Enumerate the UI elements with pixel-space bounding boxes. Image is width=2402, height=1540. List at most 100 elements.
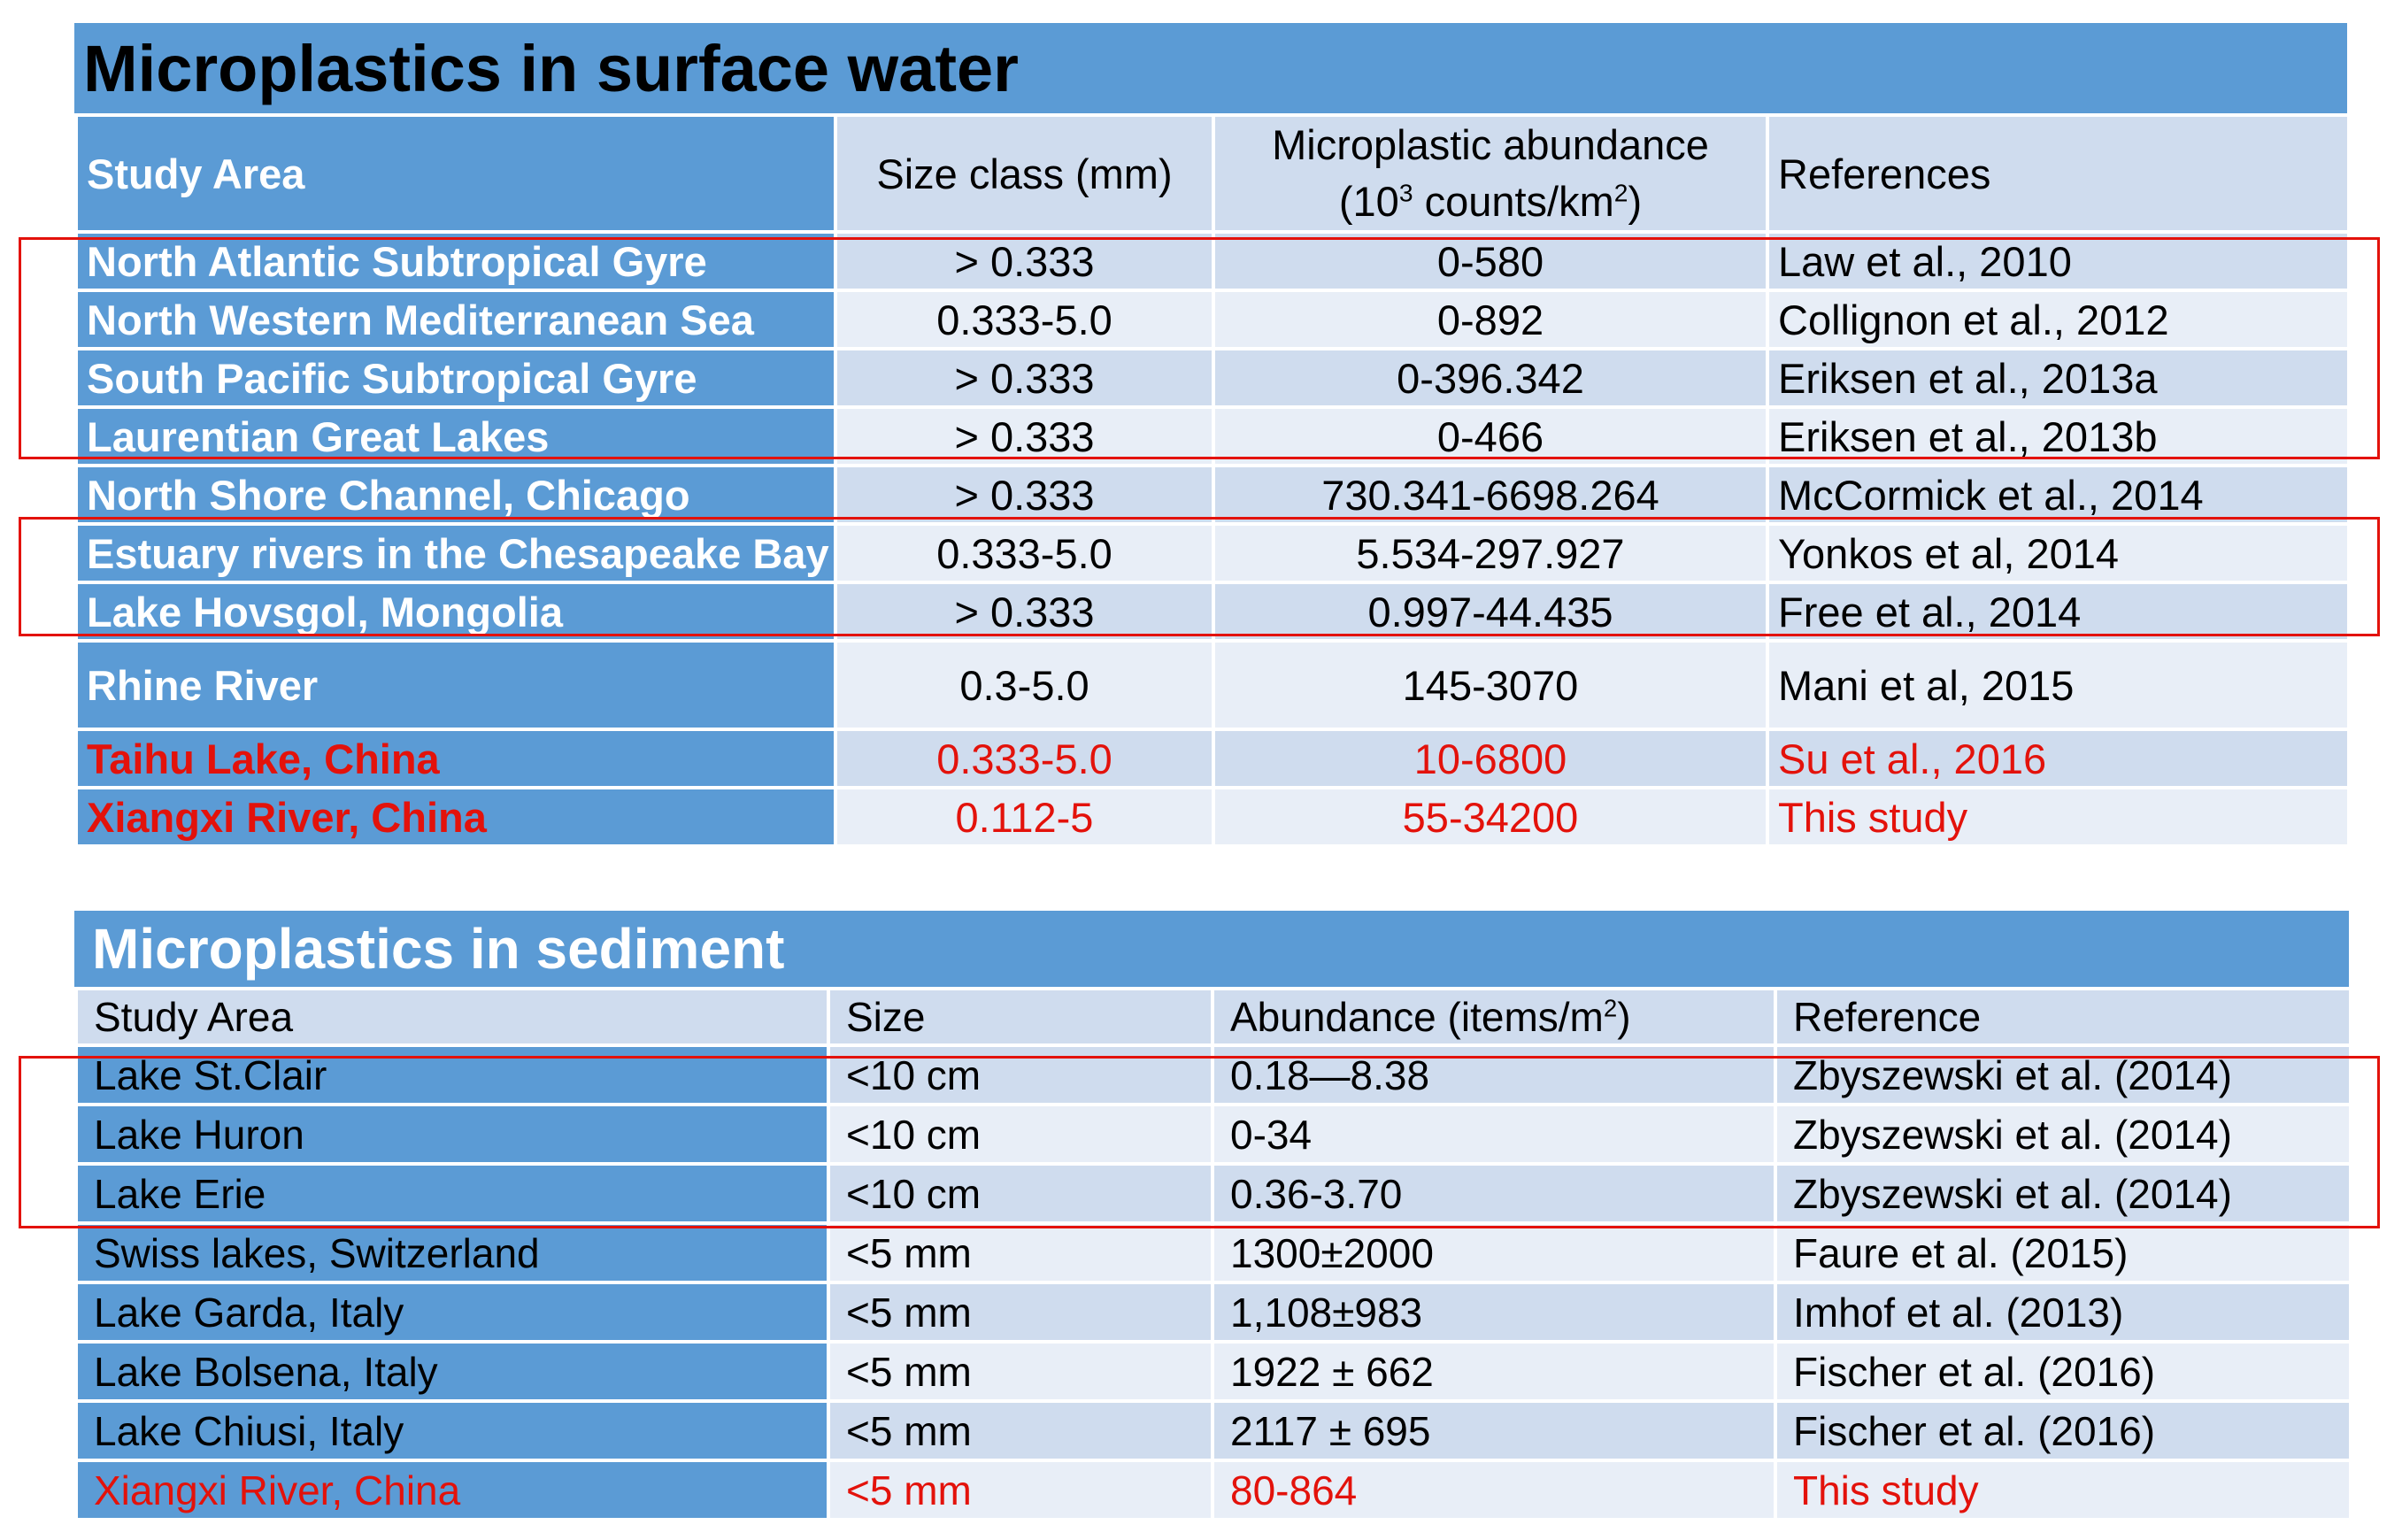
cell-area: Estuary rivers in the Chesapeake Bay [74, 522, 837, 584]
table-row: Xiangxi River, China <5 mm 80-864 This s… [74, 1459, 2352, 1521]
cell-ref: Su et al., 2016 [1766, 728, 2351, 789]
cell-abundance: 5.534-297.927 [1212, 522, 1769, 584]
cell-area: North Western Mediterranean Sea [74, 289, 837, 350]
table-row: South Pacific Subtropical Gyre > 0.333 0… [74, 347, 2351, 409]
cell-size: <5 mm [827, 1459, 1214, 1521]
cell-abundance: 145-3070 [1212, 639, 1769, 731]
table-row: North Atlantic Subtropical Gyre > 0.333 … [74, 230, 2351, 292]
cell-size: <10 cm [827, 1043, 1214, 1106]
header-abundance-unit: (103 counts/km2) [1338, 178, 1643, 225]
cell-ref: McCormick et al., 2014 [1766, 464, 2351, 526]
cell-area: Laurentian Great Lakes [74, 405, 837, 467]
cell-ref: Faure et al. (2015) [1774, 1221, 2352, 1284]
header-abundance-line1: Microplastic abundance [1272, 121, 1709, 168]
cell-size: 0.112-5 [834, 786, 1215, 848]
sediment-grid: Study Area Size Abundance (items/m2) Ref… [74, 987, 2352, 1521]
table-row: Lake Chiusi, Italy <5 mm 2117 ± 695 Fisc… [74, 1399, 2352, 1462]
table-row: Lake Huron <10 cm 0-34 Zbyszewski et al.… [74, 1103, 2352, 1166]
cell-abundance: 0.18—8.38 [1211, 1043, 1777, 1106]
cell-area: Lake Garda, Italy [74, 1281, 830, 1344]
table-row: Laurentian Great Lakes > 0.333 0-466 Eri… [74, 405, 2351, 467]
sediment-title: Microplastics in sediment [74, 911, 2349, 987]
cell-ref: This study [1774, 1459, 2352, 1521]
cell-ref: Fischer et al. (2016) [1774, 1399, 2352, 1462]
cell-area: North Atlantic Subtropical Gyre [74, 230, 837, 292]
cell-abundance: 0.997-44.435 [1212, 581, 1769, 643]
table-row: Lake Garda, Italy <5 mm 1,108±983 Imhof … [74, 1281, 2352, 1344]
cell-area: South Pacific Subtropical Gyre [74, 347, 837, 409]
cell-size: 0.333-5.0 [834, 728, 1215, 789]
cell-size: 0.3-5.0 [834, 639, 1215, 731]
cell-area: Lake Huron [74, 1103, 830, 1166]
surface-header-row: Study Area Size class (mm) Microplastic … [74, 113, 2351, 234]
cell-abundance: 0.36-3.70 [1211, 1162, 1777, 1225]
table-row: Lake Erie <10 cm 0.36-3.70 Zbyszewski et… [74, 1162, 2352, 1225]
cell-abundance: 0-580 [1212, 230, 1769, 292]
cell-size: <10 cm [827, 1103, 1214, 1166]
table-row: Taihu Lake, China 0.333-5.0 10-6800 Su e… [74, 728, 2351, 789]
cell-area: Xiangxi River, China [74, 1459, 830, 1521]
table-row: Xiangxi River, China 0.112-5 55-34200 Th… [74, 786, 2351, 848]
cell-abundance: 0-34 [1211, 1103, 1777, 1166]
header-abundance: Microplastic abundance (103 counts/km2) [1212, 113, 1769, 234]
cell-size: 0.333-5.0 [834, 522, 1215, 584]
table-row: Lake St.Clair <10 cm 0.18—8.38 Zbyszewsk… [74, 1043, 2352, 1106]
table-row: Swiss lakes, Switzerland <5 mm 1300±2000… [74, 1221, 2352, 1284]
cell-abundance: 2117 ± 695 [1211, 1399, 1777, 1462]
cell-abundance: 1922 ± 662 [1211, 1340, 1777, 1403]
cell-ref: Yonkos et al, 2014 [1766, 522, 2351, 584]
cell-area: Lake Chiusi, Italy [74, 1399, 830, 1462]
cell-size: <5 mm [827, 1340, 1214, 1403]
table-row: Lake Bolsena, Italy <5 mm 1922 ± 662 Fis… [74, 1340, 2352, 1403]
cell-ref: Zbyszewski et al. (2014) [1774, 1043, 2352, 1106]
header-size-class: Size class (mm) [834, 113, 1215, 234]
sediment-header-row: Study Area Size Abundance (items/m2) Ref… [74, 987, 2352, 1047]
cell-abundance: 0-892 [1212, 289, 1769, 350]
cell-area: North Shore Channel, Chicago [74, 464, 837, 526]
cell-size: > 0.333 [834, 581, 1215, 643]
cell-size: > 0.333 [834, 230, 1215, 292]
header-size: Size [827, 987, 1214, 1047]
cell-ref: Collignon et al., 2012 [1766, 289, 2351, 350]
cell-size: > 0.333 [834, 347, 1215, 409]
table-row: Rhine River 0.3-5.0 145-3070 Mani et al,… [74, 639, 2351, 731]
cell-area: Lake Erie [74, 1162, 830, 1225]
header-abundance: Abundance (items/m2) [1211, 987, 1777, 1047]
cell-size: 0.333-5.0 [834, 289, 1215, 350]
surface-water-title: Microplastics in surface water [74, 23, 2347, 113]
cell-area: Swiss lakes, Switzerland [74, 1221, 830, 1284]
cell-abundance: 55-34200 [1212, 786, 1769, 848]
cell-area: Xiangxi River, China [74, 786, 837, 848]
cell-abundance: 80-864 [1211, 1459, 1777, 1521]
header-reference: Reference [1774, 987, 2352, 1047]
cell-ref: Mani et al, 2015 [1766, 639, 2351, 731]
cell-ref: This study [1766, 786, 2351, 848]
cell-size: <5 mm [827, 1281, 1214, 1344]
cell-abundance: 1,108±983 [1211, 1281, 1777, 1344]
cell-area: Lake Bolsena, Italy [74, 1340, 830, 1403]
surface-water-grid: Study Area Size class (mm) Microplastic … [74, 113, 2351, 848]
cell-size: <5 mm [827, 1221, 1214, 1284]
table-row: Estuary rivers in the Chesapeake Bay 0.3… [74, 522, 2351, 584]
cell-size: > 0.333 [834, 464, 1215, 526]
cell-ref: Free et al., 2014 [1766, 581, 2351, 643]
table-row: North Western Mediterranean Sea 0.333-5.… [74, 289, 2351, 350]
cell-ref: Law et al., 2010 [1766, 230, 2351, 292]
cell-abundance: 0-466 [1212, 405, 1769, 467]
cell-area: Taihu Lake, China [74, 728, 837, 789]
cell-ref: Eriksen et al., 2013b [1766, 405, 2351, 467]
cell-ref: Fischer et al. (2016) [1774, 1340, 2352, 1403]
cell-area: Rhine River [74, 639, 837, 731]
cell-area: Lake Hovsgol, Mongolia [74, 581, 837, 643]
cell-ref: Eriksen et al., 2013a [1766, 347, 2351, 409]
cell-area: Lake St.Clair [74, 1043, 830, 1106]
cell-ref: Imhof et al. (2013) [1774, 1281, 2352, 1344]
header-study-area: Study Area [74, 113, 837, 234]
cell-size: <10 cm [827, 1162, 1214, 1225]
table-row: North Shore Channel, Chicago > 0.333 730… [74, 464, 2351, 526]
cell-abundance: 730.341-6698.264 [1212, 464, 1769, 526]
header-study-area: Study Area [74, 987, 830, 1047]
cell-ref: Zbyszewski et al. (2014) [1774, 1162, 2352, 1225]
sediment-table: Microplastics in sediment Study Area Siz… [74, 911, 2352, 1521]
cell-abundance: 0-396.342 [1212, 347, 1769, 409]
